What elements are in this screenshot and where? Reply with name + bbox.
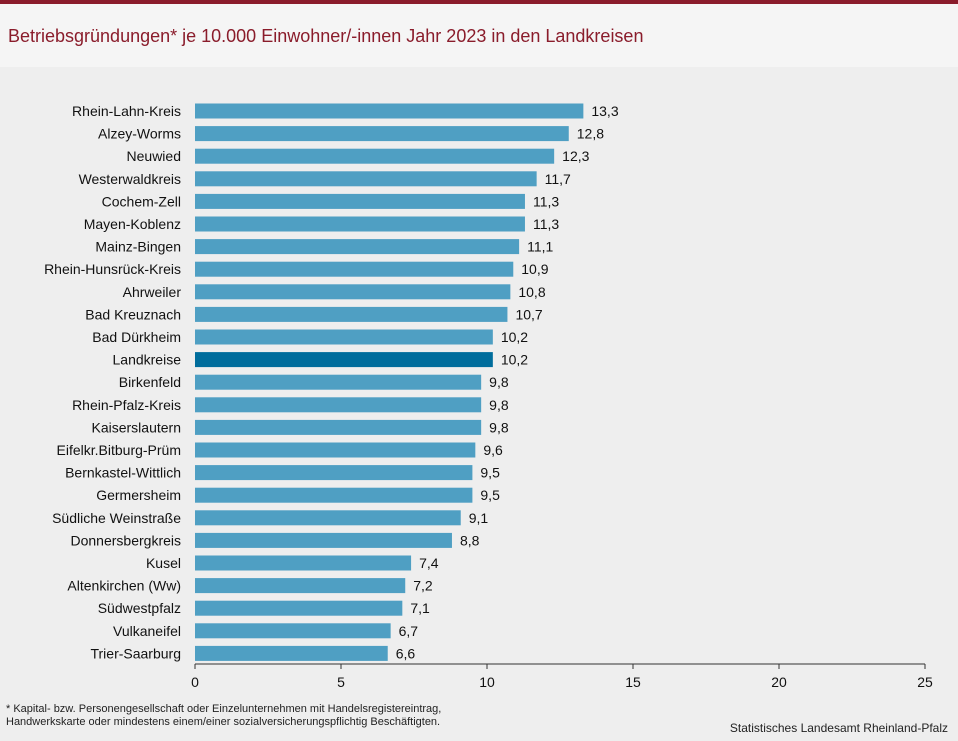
category-label-19: Donnersbergkreis	[71, 532, 182, 548]
value-label-18: 9,1	[469, 510, 489, 526]
value-label-16: 9,5	[480, 465, 500, 481]
chart-title: Betriebsgründungen* je 10.000 Einwohner/…	[8, 26, 644, 46]
source-credit: Statistisches Landesamt Rheinland-Pfalz	[729, 721, 948, 735]
chart-header: Betriebsgründungen* je 10.000 Einwohner/…	[0, 4, 958, 67]
category-label-4: Cochem-Zell	[102, 193, 181, 209]
category-label-7: Rhein-Hunsrück-Kreis	[44, 261, 181, 277]
bar-9	[195, 306, 508, 322]
bar-12	[195, 374, 482, 390]
category-label-12: Birkenfeld	[119, 374, 181, 390]
x-tick-label-0: 0	[191, 674, 199, 690]
x-tick-label-1: 5	[337, 674, 345, 690]
value-label-2: 12,3	[562, 148, 589, 164]
top-accent-bar	[0, 0, 958, 4]
value-label-12: 9,8	[489, 374, 509, 390]
x-tick-label-2: 10	[479, 674, 495, 690]
category-label-0: Rhein-Lahn-Kreis	[72, 103, 181, 119]
value-label-7: 10,9	[521, 261, 548, 277]
category-label-6: Mainz-Bingen	[95, 239, 181, 255]
value-label-21: 7,2	[413, 578, 433, 594]
bar-23	[195, 623, 391, 639]
bar-2	[195, 148, 555, 164]
bar-18	[195, 510, 461, 526]
value-label-19: 8,8	[460, 532, 480, 548]
bar-16	[195, 465, 473, 481]
category-label-17: Germersheim	[96, 487, 181, 503]
value-label-23: 6,7	[399, 623, 419, 639]
value-label-6: 11,1	[527, 239, 553, 255]
bar-10	[195, 329, 493, 345]
value-label-8: 10,8	[518, 284, 545, 300]
value-label-3: 11,7	[545, 171, 571, 187]
category-label-13: Rhein-Pfalz-Kreis	[72, 397, 181, 413]
bar-20	[195, 555, 412, 571]
bar-7	[195, 261, 514, 277]
value-label-13: 9,8	[489, 397, 509, 413]
value-label-22: 7,1	[410, 600, 430, 616]
category-label-23: Vulkaneifel	[113, 623, 181, 639]
value-label-15: 9,6	[483, 442, 503, 458]
bar-3	[195, 171, 537, 187]
category-label-3: Westerwaldkreis	[79, 171, 181, 187]
value-label-0: 13,3	[591, 103, 618, 119]
category-label-10: Bad Dürkheim	[92, 329, 181, 345]
bar-22	[195, 600, 403, 616]
bar-8	[195, 284, 511, 300]
category-label-9: Bad Kreuznach	[85, 306, 181, 322]
value-label-10: 10,2	[501, 329, 528, 345]
value-label-20: 7,4	[419, 555, 439, 571]
category-label-11: Landkreise	[113, 352, 182, 368]
bar-15	[195, 442, 476, 458]
bar-6	[195, 239, 520, 255]
category-label-21: Altenkirchen (Ww)	[67, 578, 181, 594]
bar-17	[195, 487, 473, 503]
footnote-line-2: Handwerkskarte oder mindestens einem/ein…	[6, 716, 441, 728]
category-label-24: Trier-Saarburg	[90, 645, 181, 661]
category-label-15: Eifelkr.Bitburg-Prüm	[57, 442, 181, 458]
bar-4	[195, 193, 525, 209]
category-label-22: Südwestpfalz	[98, 600, 181, 616]
bar-14	[195, 419, 482, 435]
footnote: * Kapital- bzw. Personengesellschaft ode…	[6, 703, 606, 729]
category-label-2: Neuwied	[127, 148, 181, 164]
bar-5	[195, 216, 525, 232]
value-label-11: 10,2	[501, 352, 528, 368]
bar-24	[195, 645, 388, 661]
category-label-14: Kaiserslautern	[92, 419, 182, 435]
category-label-8: Ahrweiler	[123, 284, 182, 300]
value-label-5: 11,3	[533, 216, 559, 232]
x-tick-label-5: 25	[917, 674, 933, 690]
bar-13	[195, 397, 482, 413]
footnote-line-1: * Kapital- bzw. Personengesellschaft ode…	[6, 703, 442, 715]
bar-11	[195, 352, 493, 368]
category-label-5: Mayen-Koblenz	[84, 216, 181, 232]
bar-0	[195, 103, 584, 119]
value-label-9: 10,7	[515, 306, 542, 322]
value-label-4: 11,3	[533, 193, 559, 209]
value-label-14: 9,8	[489, 419, 509, 435]
category-label-18: Südliche Weinstraße	[52, 510, 181, 526]
value-label-1: 12,8	[577, 126, 604, 142]
x-tick-label-4: 20	[771, 674, 787, 690]
bar-21	[195, 578, 406, 594]
bar-1	[195, 126, 569, 142]
bar-19	[195, 532, 452, 548]
category-label-20: Kusel	[146, 555, 181, 571]
x-tick-label-3: 15	[625, 674, 641, 690]
category-label-1: Alzey-Worms	[98, 126, 181, 142]
category-label-16: Bernkastel-Wittlich	[65, 465, 181, 481]
value-label-24: 6,6	[396, 645, 416, 661]
value-label-17: 9,5	[480, 487, 500, 503]
